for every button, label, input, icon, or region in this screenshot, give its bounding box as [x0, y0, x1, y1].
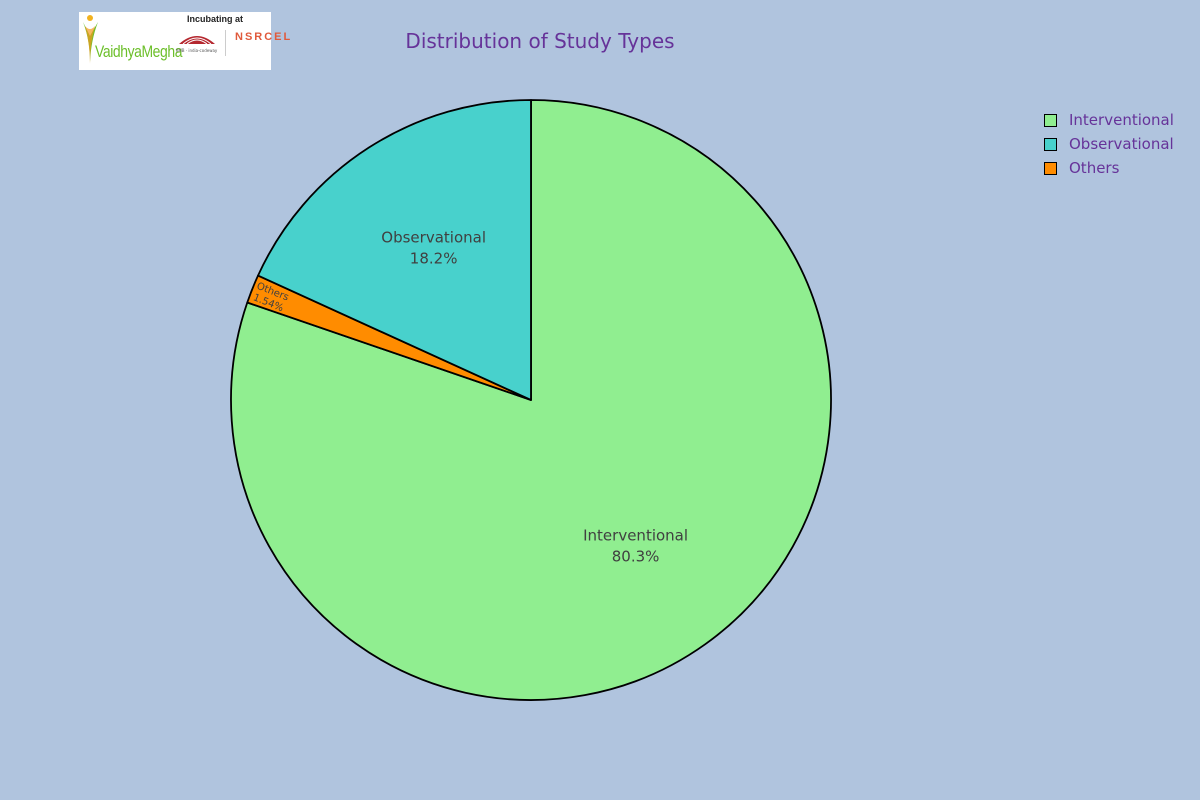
- legend-swatch: [1044, 137, 1057, 151]
- legend-label: Others: [1069, 159, 1120, 177]
- slice-label-interventional: Interventional 80.3%: [583, 527, 688, 566]
- slice-label-value: 80.3%: [612, 548, 660, 566]
- slice-label-observational: Observational 18.2%: [381, 229, 486, 268]
- vaidhyamegha-logo: VaidhyaMegha Incubating at IIMB · india-…: [79, 12, 290, 70]
- logo-tagline: Incubating at: [187, 14, 243, 24]
- slice-label-value: 18.2%: [410, 250, 458, 268]
- slice-label-name: Observational: [381, 229, 486, 247]
- legend-item-others: Others: [1044, 156, 1174, 180]
- slice-label-name: Interventional: [583, 527, 688, 545]
- partner-subtext: IIMB · india-codeway: [176, 48, 218, 53]
- legend-swatch: [1044, 113, 1057, 127]
- partner-name: NSRCEL: [235, 31, 293, 43]
- legend-label: Observational: [1069, 135, 1174, 153]
- legend-swatch: [1044, 161, 1057, 175]
- leaf-person-icon: [83, 15, 98, 64]
- logo-divider: [225, 30, 226, 56]
- legend-label: Interventional: [1069, 111, 1174, 129]
- brand-name: VaidhyaMegha: [95, 42, 183, 61]
- pie-slice-interventional: [230, 99, 832, 701]
- chart-title: Distribution of Study Types: [405, 29, 675, 53]
- pie-slice-observational: [257, 99, 532, 401]
- legend-item-observational: Observational: [1044, 132, 1174, 156]
- legend-item-interventional: Interventional: [1044, 108, 1174, 132]
- iimb-emblem-icon: [179, 36, 215, 45]
- chart-legend: Interventional Observational Others: [1044, 108, 1174, 180]
